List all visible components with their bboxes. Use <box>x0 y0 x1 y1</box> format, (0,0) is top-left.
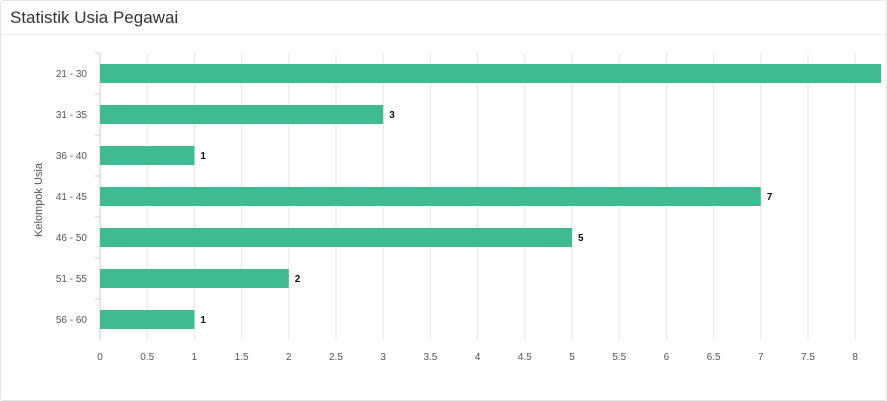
x-tick-label: 3.5 <box>423 352 437 363</box>
bar <box>100 310 195 329</box>
data-labels: 3 1 7 5 2 1 <box>200 110 772 326</box>
category-label: 51 - 55 <box>56 274 88 285</box>
category-label: 36 - 40 <box>56 151 88 162</box>
category-label: 56 - 60 <box>56 315 88 326</box>
data-label: 3 <box>389 110 395 121</box>
bar <box>100 228 572 247</box>
data-label: 2 <box>295 274 301 285</box>
x-tick-label: 4.5 <box>518 352 532 363</box>
x-tick-label: 1 <box>192 352 198 363</box>
bar <box>100 187 761 206</box>
data-label: 1 <box>200 151 206 162</box>
x-tick-label: 6.5 <box>707 352 721 363</box>
category-label: 21 - 30 <box>56 69 88 80</box>
bars <box>100 64 881 329</box>
data-label: 1 <box>200 315 206 326</box>
category-label: 31 - 35 <box>56 110 88 121</box>
panel-header: Statistik Usia Pegawai <box>1 1 886 35</box>
x-tick-label: 3 <box>380 352 386 363</box>
data-label: 7 <box>767 192 773 203</box>
category-label: 41 - 45 <box>56 192 88 203</box>
category-labels: 21 - 30 31 - 35 36 - 40 41 - 45 46 - 50 51 - … <box>56 69 88 326</box>
y-axis-title: Kelompok Usia <box>33 162 45 237</box>
bar <box>100 146 195 165</box>
x-tick-label: 7 <box>758 352 764 363</box>
x-tick-label: 8 <box>852 352 858 363</box>
x-tick-label: 2 <box>286 352 292 363</box>
bar <box>100 269 289 288</box>
x-tick-label: 2.5 <box>329 352 343 363</box>
x-tick-label: 7.5 <box>801 352 815 363</box>
x-tick-labels: 0 0.5 1 1.5 2 2.5 3 3.5 4 4.5 5 5.5 6 6.5 7 7.5 8 <box>97 352 858 363</box>
x-tick-label: 5 <box>569 352 575 363</box>
bar <box>100 64 881 83</box>
data-label: 5 <box>578 233 584 244</box>
x-tick-label: 6 <box>664 352 670 363</box>
x-tick-label: 0.5 <box>140 352 154 363</box>
category-label: 46 - 50 <box>56 233 88 244</box>
x-tick-label: 1.5 <box>235 352 249 363</box>
page-title: Statistik Usia Pegawai <box>10 8 179 27</box>
bar <box>100 105 384 124</box>
x-tick-label: 4 <box>475 352 481 363</box>
x-tick-label: 0 <box>97 352 103 363</box>
x-tick-label: 5.5 <box>612 352 626 363</box>
